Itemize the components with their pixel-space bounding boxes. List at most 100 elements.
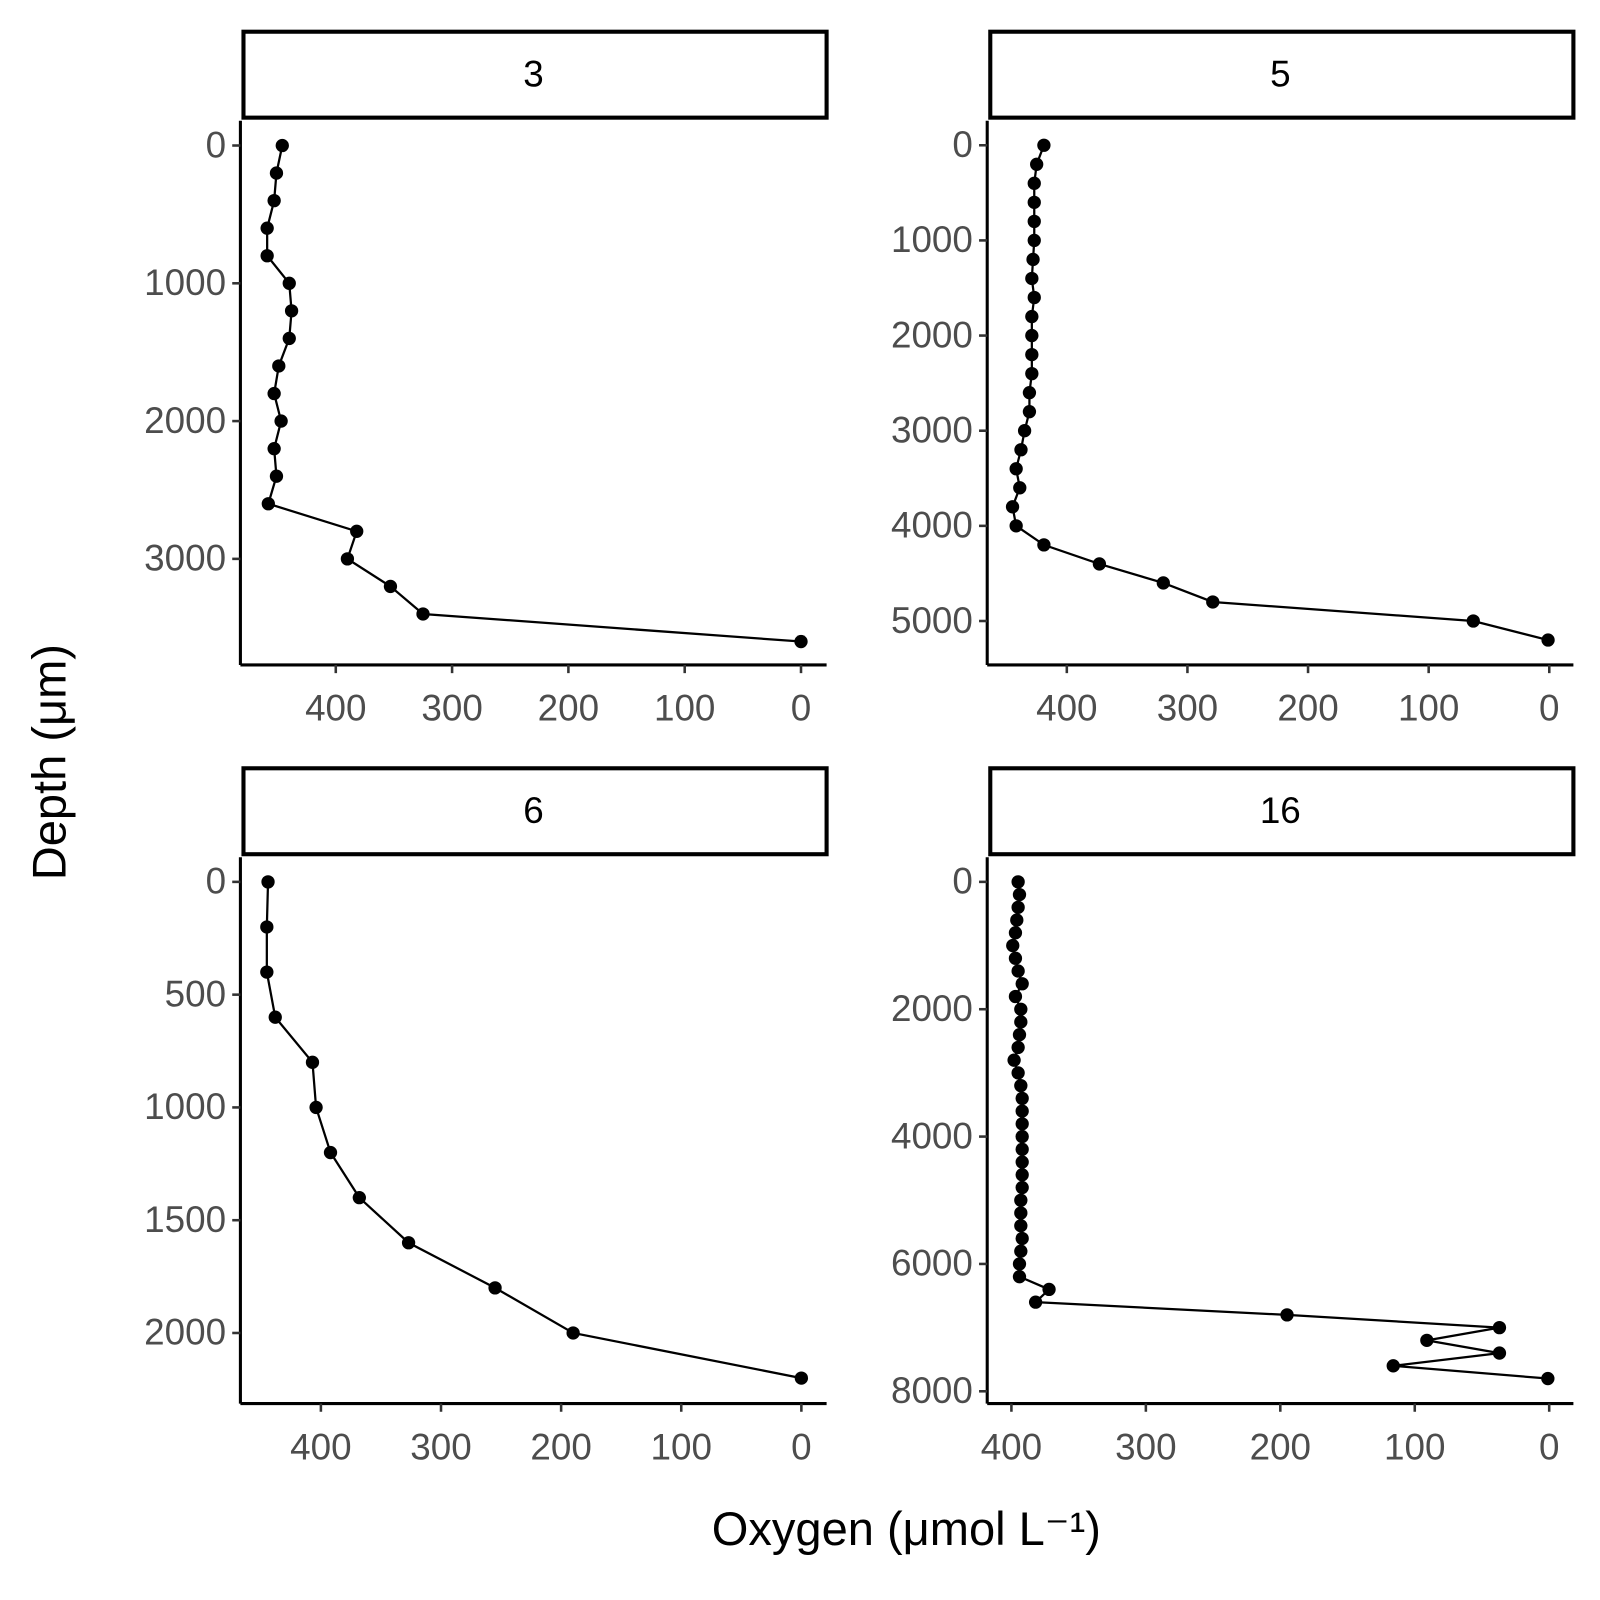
point (488, 1281, 502, 1295)
point (267, 386, 281, 401)
point (282, 276, 296, 290)
point (1014, 1219, 1028, 1233)
point (260, 920, 274, 934)
y-tick-label: 5000 (891, 600, 973, 641)
point (1013, 481, 1027, 495)
point (1027, 233, 1041, 248)
point (269, 166, 284, 180)
y-tick-label: 1000 (891, 219, 973, 260)
point (1027, 176, 1041, 190)
point (309, 1100, 323, 1115)
x-tick-label: 300 (410, 1426, 471, 1467)
point (416, 607, 430, 621)
point (260, 965, 274, 979)
facet-strip (988, 29, 1576, 120)
x-tick-label: 200 (530, 1426, 591, 1467)
point (1014, 443, 1028, 457)
point (1015, 1091, 1029, 1106)
point (1012, 887, 1027, 902)
point (1022, 385, 1037, 400)
point (1008, 951, 1023, 965)
point (305, 1055, 320, 1069)
facet-strip (241, 29, 829, 120)
point (1015, 1117, 1029, 1131)
point (1012, 1028, 1027, 1042)
point (1015, 1104, 1029, 1118)
point (274, 414, 288, 428)
facet-label: 6 (523, 790, 543, 831)
point (1017, 424, 1032, 438)
point (566, 1326, 580, 1340)
point (1015, 1155, 1029, 1169)
y-tick-label: 4000 (891, 1115, 973, 1156)
point (794, 1371, 809, 1385)
y-tick-label: 1500 (144, 1199, 226, 1240)
point (1541, 633, 1555, 647)
facet-label: 3 (523, 53, 543, 94)
point (269, 469, 284, 483)
point (1015, 1168, 1029, 1182)
point (1015, 1180, 1029, 1195)
point (268, 1010, 282, 1024)
point (350, 524, 364, 538)
y-tick-label: 2000 (891, 314, 973, 355)
point (260, 249, 274, 263)
x-tick-label: 100 (1384, 1426, 1445, 1467)
y-tick-label: 1000 (144, 262, 226, 303)
y-tick-label: 1000 (144, 1086, 226, 1127)
point (1014, 1193, 1028, 1207)
point (1025, 347, 1039, 362)
y-tick-label: 3000 (891, 409, 973, 450)
y-tick-label: 4000 (891, 505, 973, 546)
x-tick-label: 0 (791, 688, 811, 729)
x-tick-label: 300 (1115, 1426, 1176, 1467)
x-tick-label: 200 (1250, 1426, 1311, 1467)
point (1014, 1002, 1028, 1016)
y-tick-label: 2000 (144, 400, 226, 441)
point (1492, 1346, 1507, 1360)
point (1009, 519, 1023, 533)
point (1011, 900, 1025, 914)
x-tick-label: 400 (981, 1426, 1042, 1467)
point (1025, 328, 1039, 343)
x-tick-label: 0 (791, 1426, 811, 1467)
point (1011, 875, 1025, 889)
point (1012, 1257, 1027, 1271)
point (275, 138, 289, 153)
y-tick-label: 500 (165, 973, 226, 1014)
point (284, 304, 299, 318)
point (1025, 309, 1039, 324)
x-tick-label: 400 (1036, 688, 1097, 729)
point (1025, 271, 1039, 286)
point (1206, 595, 1220, 609)
y-tick-label: 3000 (144, 538, 226, 579)
y-tick-label: 2000 (891, 988, 973, 1029)
point (352, 1191, 366, 1205)
point (340, 552, 355, 566)
point (1014, 1206, 1028, 1220)
point (1014, 1078, 1028, 1093)
point (1005, 500, 1020, 514)
point (1027, 214, 1041, 229)
point (1008, 989, 1023, 1004)
point (1028, 1295, 1043, 1309)
y-tick-label: 0 (206, 861, 226, 902)
point (323, 1145, 338, 1160)
point (1156, 576, 1170, 590)
x-tick-label: 0 (1539, 688, 1559, 729)
point (1466, 614, 1480, 628)
facet-strip (988, 766, 1576, 857)
point (1010, 913, 1024, 927)
facet-label: 16 (1260, 790, 1301, 831)
x-tick-label: 400 (290, 1426, 351, 1467)
point (1042, 1282, 1056, 1297)
point (1030, 157, 1044, 171)
point (401, 1236, 416, 1250)
point (1037, 138, 1051, 152)
point (1092, 557, 1107, 571)
point (1011, 1040, 1025, 1055)
facet-strip (241, 766, 829, 857)
point (794, 634, 808, 649)
y-tick-label: 0 (206, 124, 226, 165)
